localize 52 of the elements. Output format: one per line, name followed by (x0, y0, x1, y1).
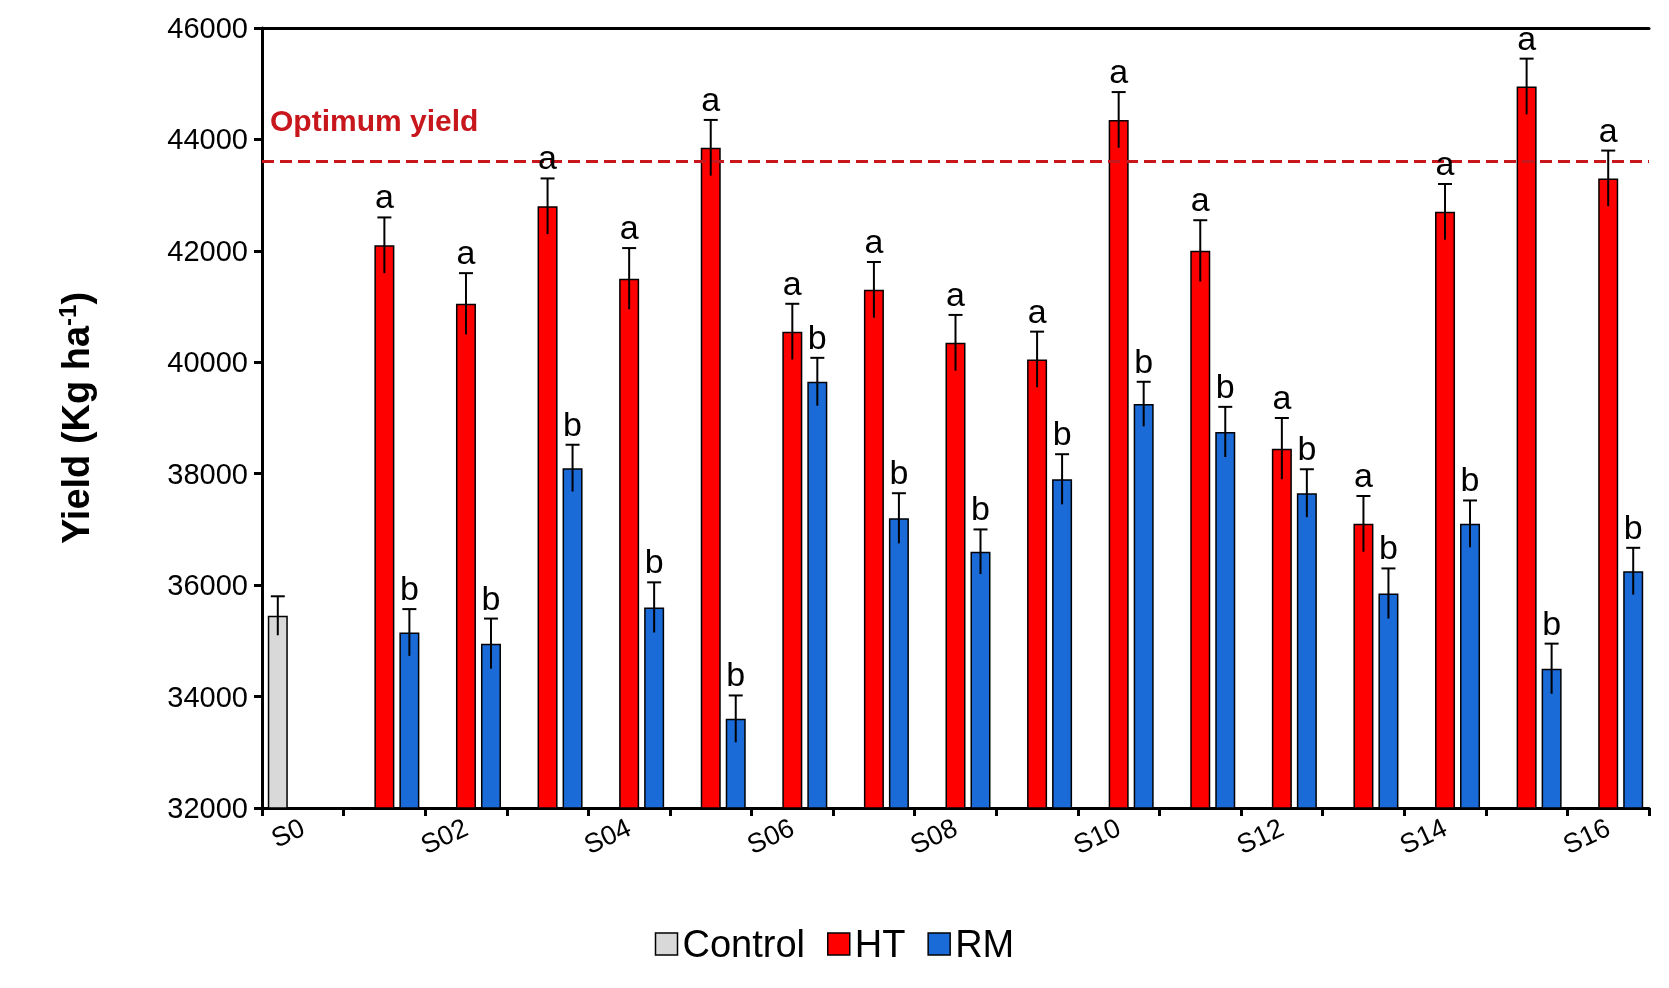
data-label: a (1027, 291, 1047, 330)
data-label: a (782, 263, 802, 302)
data-label: a (374, 177, 394, 216)
data-label: a (864, 222, 884, 260)
data-label: b (481, 578, 501, 617)
y-axis-title: Yield (Kg ha-1) (53, 291, 97, 545)
y-tick-label: 32000 (167, 792, 248, 824)
legend-label: RM (955, 923, 1015, 965)
y-tick-label: 38000 (167, 457, 248, 490)
data-label: b (1215, 366, 1235, 405)
ref-line-label: Optimum yield (270, 104, 479, 138)
data-label: a (1109, 52, 1129, 91)
x-tick-label: S12 (1232, 812, 1289, 860)
data-label: a (456, 233, 476, 272)
data-label: b (1297, 429, 1317, 468)
data-label: b (971, 489, 990, 528)
x-tick-label: S14 (1395, 812, 1452, 860)
data-label: b (1378, 528, 1398, 567)
data-label: b (1052, 414, 1072, 453)
y-tick-label: 44000 (167, 123, 248, 156)
data-label: a (619, 208, 639, 247)
x-tick-label: S06 (742, 812, 799, 860)
data-label: a (1598, 110, 1618, 149)
x-tick-label: S16 (1558, 812, 1615, 860)
data-label: a (1353, 456, 1373, 494)
data-label: b (644, 542, 664, 581)
data-label: b (563, 404, 583, 443)
legend-label: HT (854, 923, 906, 965)
x-tick-label: S10 (1068, 812, 1126, 860)
data-label: b (1134, 341, 1154, 380)
y-tick-label: 34000 (167, 680, 248, 713)
y-tick-label: 40000 (167, 346, 248, 379)
y-tick-label: 42000 (167, 234, 248, 267)
legend-label: Control (682, 923, 805, 965)
y-tick-label: 46000 (167, 12, 248, 44)
data-label: b (889, 453, 909, 492)
data-label: a (946, 274, 966, 313)
data-label: b (399, 569, 419, 608)
y-tick-label: 36000 (167, 569, 248, 602)
data-label: b (807, 317, 827, 356)
x-tick-label: S02 (416, 812, 473, 860)
data-label: b (1460, 460, 1480, 499)
x-tick-label: S04 (579, 812, 636, 860)
data-label: a (701, 79, 721, 118)
x-tick-label: S0 (266, 812, 310, 854)
data-label: a (1272, 378, 1292, 416)
data-label: b (1623, 507, 1643, 546)
data-label: a (1517, 18, 1537, 57)
data-label: b (726, 655, 746, 694)
data-label: a (1190, 180, 1210, 219)
x-tick-label: S08 (905, 812, 962, 860)
data-label: b (1542, 603, 1562, 642)
